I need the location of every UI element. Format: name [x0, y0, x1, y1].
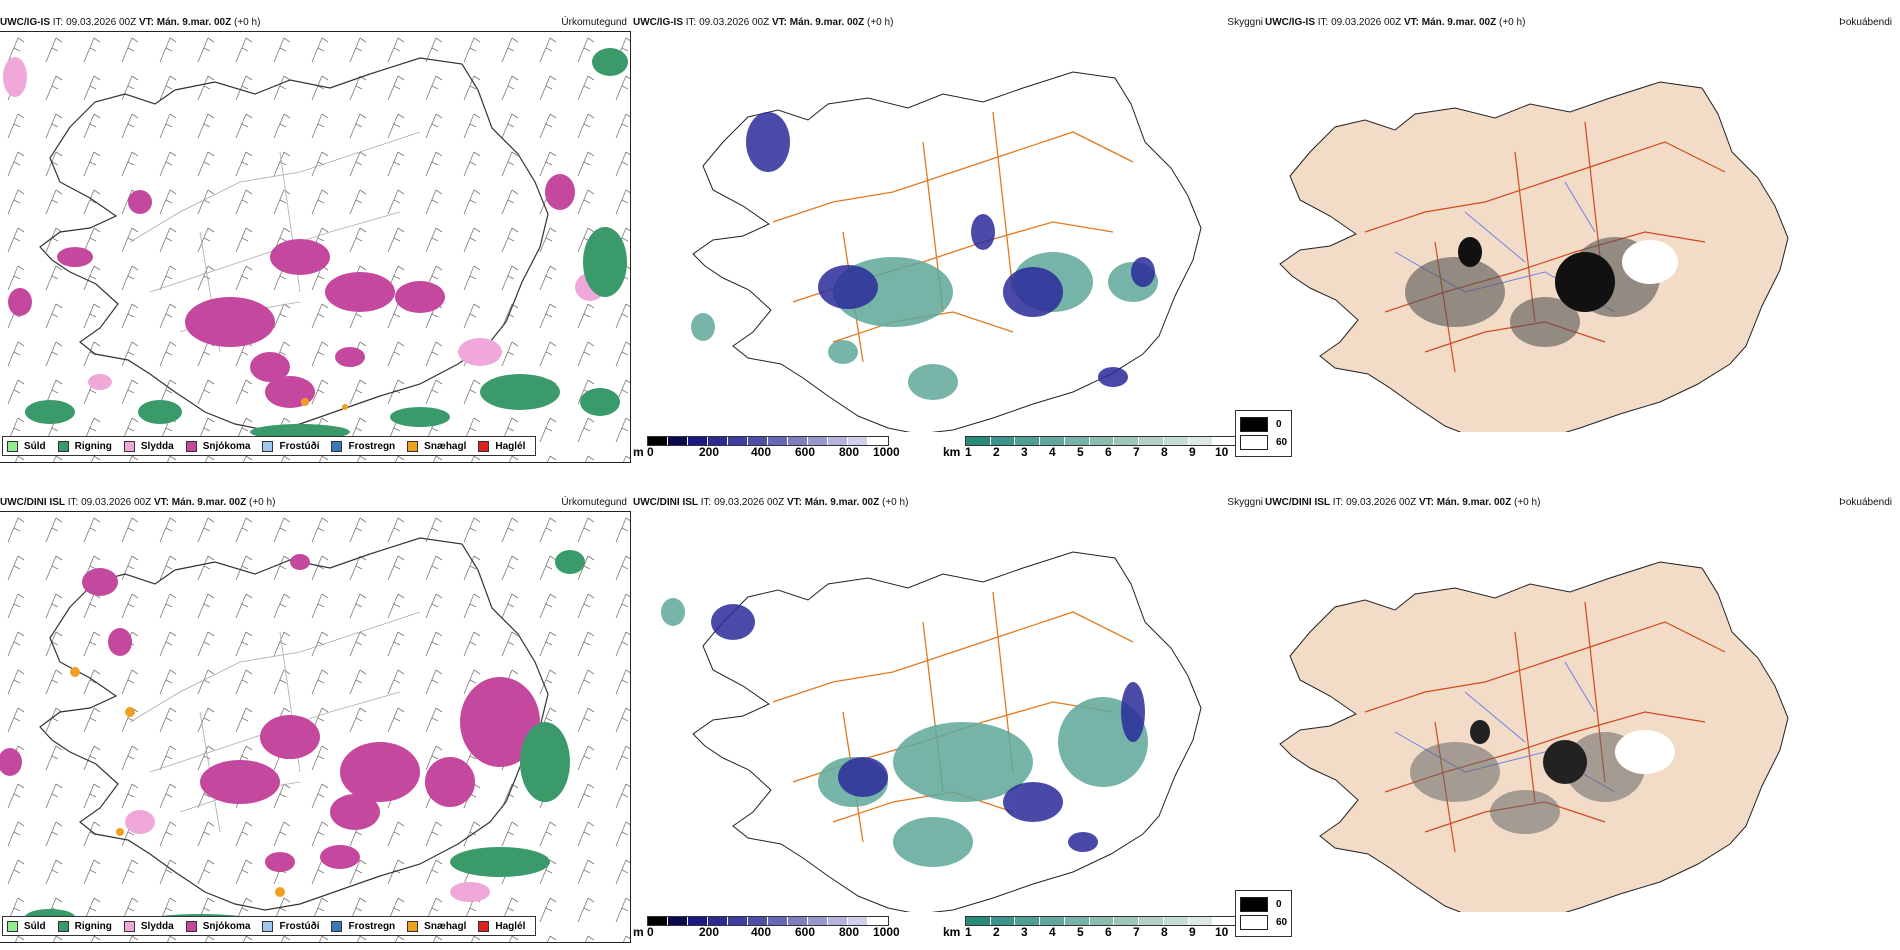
precip-type-legend: Súld Rigning Slydda Snjókoma Frostúði Fr…	[2, 436, 536, 456]
panel-type-label: Skyggni	[1227, 17, 1263, 28]
legend-item: Rigning	[57, 440, 112, 452]
precip-type-panel-igis: UWC/IG-IS IT: 09.03.2026 00Z VT: Mán. 9.…	[0, 0, 631, 470]
precip-type-map	[0, 31, 631, 463]
iceland-coastline	[692, 71, 1202, 432]
visibility-panel-igis: UWC/IG-IS IT: 09.03.2026 00Z VT: Mán. 9.…	[633, 17, 1263, 459]
legend-item: Slydda	[123, 440, 174, 452]
legend-item: Súld	[7, 440, 46, 452]
iceland-land	[1279, 561, 1789, 912]
panel-title: UWC/DINI ISL IT: 09.03.2026 00Z VT: Mán.…	[1265, 497, 1892, 508]
iceland-coastline	[39, 537, 549, 911]
legend-item: Snæhagl	[407, 440, 466, 452]
fog-index-map	[1279, 561, 1789, 912]
legend-item: Snjókoma	[185, 440, 250, 452]
panel-type-label: Þokuábendi	[1839, 17, 1892, 28]
panel-type-label: Úrkomutegund	[561, 497, 627, 508]
iceland-coastline	[39, 57, 549, 431]
iceland-land	[1279, 81, 1789, 432]
panel-title: UWC/DINI ISL IT: 09.03.2026 00Z VT: Mán.…	[0, 497, 627, 508]
fog-index-legend: 0 60	[1235, 410, 1293, 457]
legend-item: Frostregn	[331, 440, 395, 452]
panel-title: UWC/IG-IS IT: 09.03.2026 00Z VT: Mán. 9.…	[0, 17, 627, 28]
visibility-map	[661, 551, 1202, 912]
panel-type-label: Þokuábendi	[1839, 497, 1892, 508]
fog-index-panel-dini: UWC/DINI ISL IT: 09.03.2026 00Z VT: Mán.…	[1235, 480, 1895, 950]
panel-type-label: Úrkomutegund	[561, 17, 627, 28]
visibility-panel-dini: UWC/DINI ISL IT: 09.03.2026 00Z VT: Mán.…	[633, 497, 1263, 939]
precip-type-legend: Súld Rigning Slydda Snjókoma Frostúði Fr…	[2, 916, 536, 936]
fog-index-panel-igis: UWC/IG-IS IT: 09.03.2026 00Z VT: Mán. 9.…	[1235, 0, 1895, 470]
iceland-coastline	[692, 551, 1202, 912]
panel-title: UWC/DINI ISL IT: 09.03.2026 00Z VT: Mán.…	[633, 497, 1263, 508]
precip-type-panel-dini: UWC/DINI ISL IT: 09.03.2026 00Z VT: Mán.…	[0, 480, 631, 950]
legend-item: Frostúði	[262, 440, 319, 452]
fog-index-legend: 0 60	[1235, 890, 1293, 937]
panel-type-label: Skyggni	[1227, 497, 1263, 508]
panel-title: UWC/IG-IS IT: 09.03.2026 00Z VT: Mán. 9.…	[1265, 17, 1892, 28]
precip-type-map	[0, 511, 631, 943]
visibility-map	[691, 71, 1202, 432]
panel-title: UWC/IG-IS IT: 09.03.2026 00Z VT: Mán. 9.…	[633, 17, 1263, 28]
legend-item: Haglél	[478, 440, 525, 452]
fog-index-map	[1279, 81, 1789, 432]
